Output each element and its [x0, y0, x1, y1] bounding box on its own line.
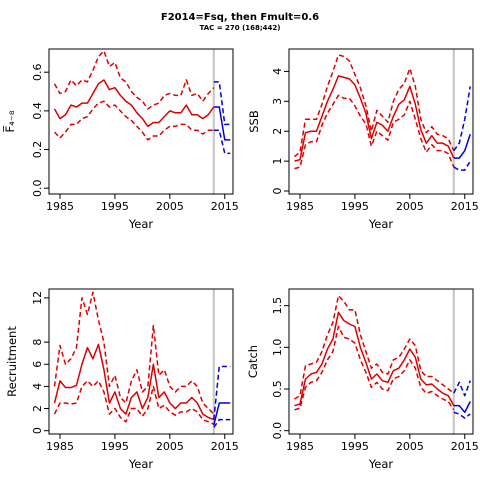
y-tick-label: 4 — [271, 68, 284, 75]
y-tick-label: 8 — [31, 339, 44, 346]
projection-upper-line — [213, 81, 231, 126]
y-tick-label: 0.5 — [271, 380, 284, 398]
x-tick-label: 2005 — [396, 440, 424, 453]
y-tick-label: 1.0 — [271, 339, 284, 357]
x-tick-label: 1995 — [101, 200, 129, 213]
y-tick-label: 1.5 — [271, 297, 284, 315]
x-tick-label: 2015 — [451, 440, 479, 453]
y-axis-title: Catch — [246, 345, 260, 378]
panels: 1985 1995 2005 20150.00.20.40.6YearF̅₄₋₈198… — [2, 48, 479, 471]
x-tick-label: 2005 — [156, 200, 184, 213]
y-tick-label: 6 — [31, 361, 44, 368]
projection-upper-line — [453, 86, 471, 152]
projection-estimate-line — [213, 402, 231, 426]
chart-panel-1: 1985 1995 2005 2015 0.0 0.2 0.4 0.6 Year F̅₄₋₈ — [2, 48, 239, 231]
projection-upper-line — [453, 380, 471, 397]
projection-estimate-line — [453, 401, 471, 414]
projection-lower-line — [453, 411, 471, 419]
y-tick-label: 0.6 — [31, 63, 44, 81]
y-axis-title: Recruitment — [5, 326, 19, 397]
y-tick-label: 3 — [271, 98, 284, 105]
x-tick-label: 1985 — [46, 440, 74, 453]
y-axis-title: F̅₄₋₈ — [2, 110, 17, 132]
x-tick-label: 2005 — [396, 200, 424, 213]
history-estimate-line — [53, 79, 215, 128]
history-lower-line — [294, 325, 455, 411]
y-tick-label: 0.0 — [31, 179, 44, 197]
x-axis-title: Year — [368, 217, 394, 231]
y-tick-label: 4 — [31, 383, 44, 390]
history-upper-line — [294, 54, 455, 158]
chart-panel-3: 1985 1995 2005 2015 0 2 4 6 8 12 Year Recruitment — [5, 288, 239, 471]
y-tick-label: 0.2 — [31, 141, 44, 159]
y-tick-label: 0.0 — [271, 422, 284, 440]
history-upper-line — [53, 50, 215, 110]
y-tick-label: 2 — [31, 405, 44, 412]
x-tick-label: 1995 — [341, 200, 369, 213]
x-tick-label: 2015 — [211, 200, 239, 213]
history-upper-line — [53, 291, 215, 415]
plot-frame — [48, 288, 234, 435]
projection-lower-line — [213, 129, 231, 155]
chart-panel-4: 1985 1995 2005 2015 0.0 0.5 1.0 1.5 Year Catch — [246, 288, 479, 471]
y-axis-title: SSB — [247, 110, 261, 133]
x-axis-title: Year — [368, 457, 394, 471]
y-tick-label: 1 — [271, 158, 284, 165]
projection-estimate-line — [453, 133, 471, 159]
x-tick-label: 1985 — [46, 200, 74, 213]
x-tick-label: 1995 — [101, 440, 129, 453]
projection-lower-line — [453, 160, 471, 171]
projection-lower-line — [213, 418, 231, 428]
y-tick-label: 0 — [271, 188, 284, 195]
y-tick-label: 2 — [271, 128, 284, 135]
history-lower-line — [294, 94, 455, 170]
chart-panel-2: 1985 1995 2005 2015 0 1 2 3 4 Year SSB — [247, 48, 479, 231]
projection-estimate-line — [213, 106, 231, 141]
y-tick-label: 0 — [31, 427, 44, 434]
history-lower-line — [53, 380, 215, 425]
x-tick-label: 1985 — [286, 440, 314, 453]
x-tick-label: 1995 — [341, 440, 369, 453]
y-tick-label: 12 — [31, 291, 44, 305]
x-axis-title: Year — [128, 457, 154, 471]
x-tick-label: 2015 — [451, 200, 479, 213]
history-upper-line — [294, 294, 455, 400]
figure-title: F2014=Fsq, then Fmult=0.6 — [161, 12, 319, 23]
x-tick-label: 1985 — [286, 200, 314, 213]
history-estimate-line — [294, 311, 455, 407]
history-estimate-line — [53, 343, 215, 421]
plot-frame — [288, 288, 474, 435]
x-tick-label: 2015 — [211, 440, 239, 453]
plot-frame — [48, 48, 234, 195]
plot-frame — [288, 48, 474, 195]
x-tick-label: 2005 — [156, 440, 184, 453]
figure-subtitle: TAC = 270 (168;442) — [200, 24, 281, 32]
projection-upper-line — [213, 365, 231, 420]
y-tick-label: 0.4 — [31, 102, 44, 120]
history-estimate-line — [294, 75, 455, 162]
history-lower-line — [53, 100, 214, 141]
x-axis-title: Year — [128, 217, 154, 231]
